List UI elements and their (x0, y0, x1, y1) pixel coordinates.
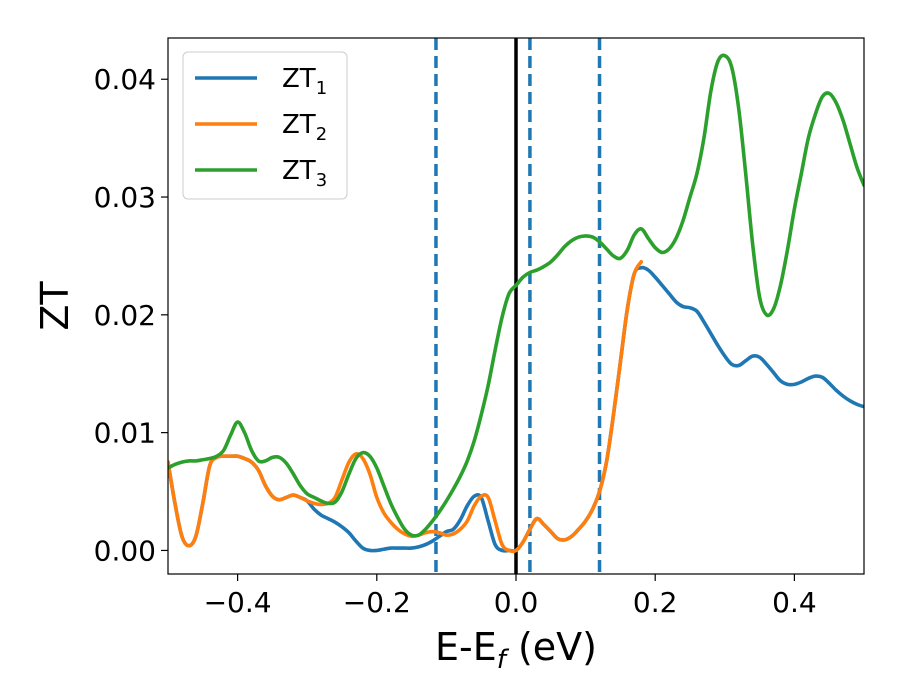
x-axis-title: E-Ef (eV) (435, 625, 597, 675)
y-tick-label: 0.01 (94, 417, 156, 450)
legend-label-zt1: ZT1 (282, 64, 327, 99)
y-tick-label: 0.02 (94, 299, 156, 332)
legend-label-zt2: ZT2 (282, 110, 327, 145)
y-tick-label: 0.03 (94, 181, 156, 214)
x-tick-label: −0.4 (204, 586, 272, 619)
legend-label-zt3: ZT3 (282, 156, 327, 191)
x-tick-label: 0.0 (494, 586, 539, 619)
reference-lines (434, 38, 602, 574)
legend: ZT1 ZT2 ZT3 (182, 51, 348, 200)
y-axis-ticks: 0.00 0.01 0.02 0.03 0.04 (94, 63, 168, 567)
x-axis-ticks: −0.4 −0.2 0.0 0.2 0.4 (204, 574, 817, 619)
series-layer (168, 53, 864, 554)
series-line-zt2 (168, 260, 644, 554)
y-tick-label: 0.00 (94, 534, 156, 567)
legend-box (182, 51, 348, 200)
x-tick-label: 0.4 (772, 586, 817, 619)
x-tick-label: 0.2 (633, 586, 678, 619)
y-tick-label: 0.04 (94, 63, 156, 96)
y-axis-title: ZT (33, 281, 77, 331)
series-line-zt3 (168, 53, 864, 538)
x-tick-label: −0.2 (343, 586, 411, 619)
